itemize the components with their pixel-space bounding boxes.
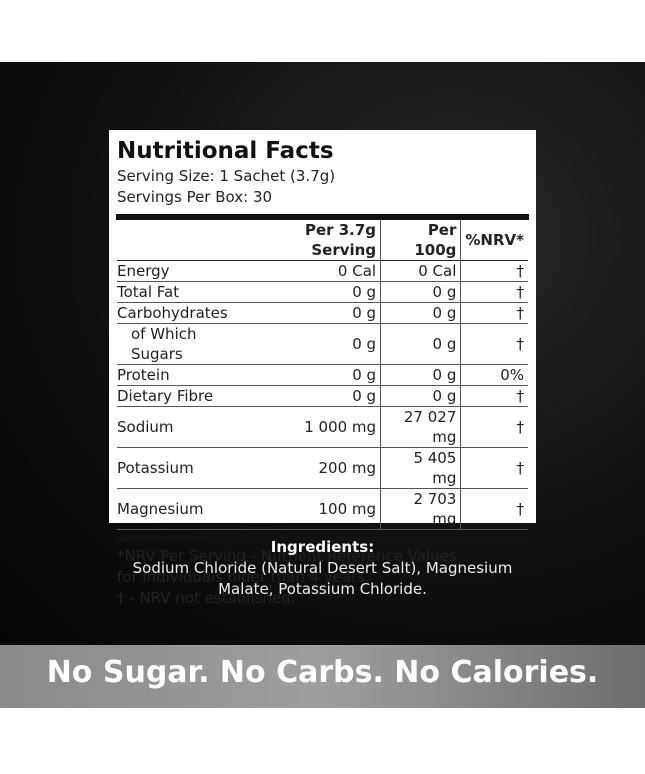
table-cell: † xyxy=(460,385,528,407)
table-cell: Sodium xyxy=(117,406,251,448)
table-cell: Protein xyxy=(117,364,251,386)
ingredients-line: Sodium Chloride (Natural Desert Salt), M… xyxy=(132,559,513,577)
table-cell: 0 g xyxy=(250,281,382,303)
table-cell: of Which Sugars xyxy=(117,323,251,365)
table-cell: 27 027 mg xyxy=(380,406,462,448)
table-cell: † xyxy=(460,281,528,303)
table-row: Sodium 1 000 mg 27 027 mg † xyxy=(117,406,528,448)
table-cell: Dietary Fibre xyxy=(117,385,251,407)
header-cell: Per 100g xyxy=(380,220,462,261)
table-cell: † xyxy=(460,260,528,282)
table-cell: 0 g xyxy=(250,364,382,386)
divider xyxy=(116,536,529,542)
footnote: *NRV Per Serving - Nutrient Reference Va… xyxy=(117,547,457,565)
table-cell: 0% xyxy=(460,364,528,386)
table-cell: 0 g xyxy=(380,364,462,386)
table-cell: Carbohydrates xyxy=(117,302,251,324)
footnotes: *NRV Per Serving - Nutrient Reference Va… xyxy=(117,546,528,609)
header-cell: Per 3.7g Serving xyxy=(250,220,382,261)
table-cell: † xyxy=(460,447,528,489)
servings-per-box: Servings Per Box: 30 xyxy=(117,188,273,206)
table-cell: Energy xyxy=(117,260,251,282)
table-cell: † xyxy=(460,302,528,324)
tagline: No Sugar. No Carbs. No Calories. xyxy=(46,655,599,690)
table-cell: 200 mg xyxy=(250,447,382,489)
table-cell: † xyxy=(460,488,528,530)
table-cell: 0 g xyxy=(250,385,382,407)
footnote: for individuals older than 4 years. xyxy=(117,568,371,586)
serving-size: Serving Size: 1 Sachet (3.7g) xyxy=(117,167,336,185)
table-row: Energy 0 Cal 0 Cal † xyxy=(117,260,528,282)
table-cell: 0 Cal xyxy=(380,260,462,282)
header-cell xyxy=(117,220,251,261)
nutrition-panel: Nutritional Facts Serving Size: 1 Sachet… xyxy=(109,130,536,607)
divider xyxy=(116,214,529,220)
table-cell: 0 g xyxy=(380,281,462,303)
table-cell: 100 mg xyxy=(250,488,382,530)
tagline-band xyxy=(0,645,645,708)
table-row: Potassium 200 mg 5 405 mg † xyxy=(117,447,528,489)
panel-title: Nutritional Facts xyxy=(117,138,334,164)
header-row: Per 3.7g Serving Per 100g %NRV* xyxy=(117,220,528,261)
table-cell: 0 g xyxy=(380,302,462,324)
table-cell: Magnesium xyxy=(117,488,251,530)
nutrition-table: Per 3.7g Serving Per 100g %NRV* Energy 0 Ca… xyxy=(117,220,528,530)
table-cell: Potassium xyxy=(117,447,251,489)
table-cell: Total Fat xyxy=(117,281,251,303)
table-cell: 1 000 mg xyxy=(250,406,382,448)
table-cell: 0 Cal xyxy=(250,260,382,282)
table-cell: 5 405 mg xyxy=(380,447,462,489)
header-cell: %NRV* xyxy=(460,220,528,261)
ingredients-heading: Ingredients: xyxy=(270,538,375,556)
table-cell: 2 703 mg xyxy=(380,488,462,530)
ingredients-line: Malate, Potassium Chloride. xyxy=(218,580,427,598)
table-cell: 0 g xyxy=(250,302,382,324)
table-cell: 0 g xyxy=(250,323,382,365)
table-cell: † xyxy=(460,323,528,365)
table-cell: 0 g xyxy=(380,323,462,365)
ingredients: Ingredients: Sodium Chloride (Natural De… xyxy=(0,537,645,600)
table-cell: † xyxy=(460,406,528,448)
table-row: Magnesium 100 mg 2 703 mg † xyxy=(117,488,528,530)
footnote: † - NRV not established. xyxy=(117,589,296,607)
table-cell: 0 g xyxy=(380,385,462,407)
